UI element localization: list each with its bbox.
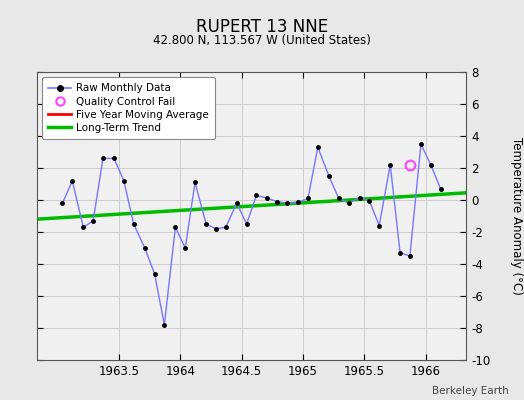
Text: 42.800 N, 113.567 W (United States): 42.800 N, 113.567 W (United States) (153, 34, 371, 47)
Legend: Raw Monthly Data, Quality Control Fail, Five Year Moving Average, Long-Term Tren: Raw Monthly Data, Quality Control Fail, … (42, 77, 215, 139)
Text: Berkeley Earth: Berkeley Earth (432, 386, 508, 396)
Y-axis label: Temperature Anomaly (°C): Temperature Anomaly (°C) (510, 137, 523, 295)
Text: RUPERT 13 NNE: RUPERT 13 NNE (196, 18, 328, 36)
